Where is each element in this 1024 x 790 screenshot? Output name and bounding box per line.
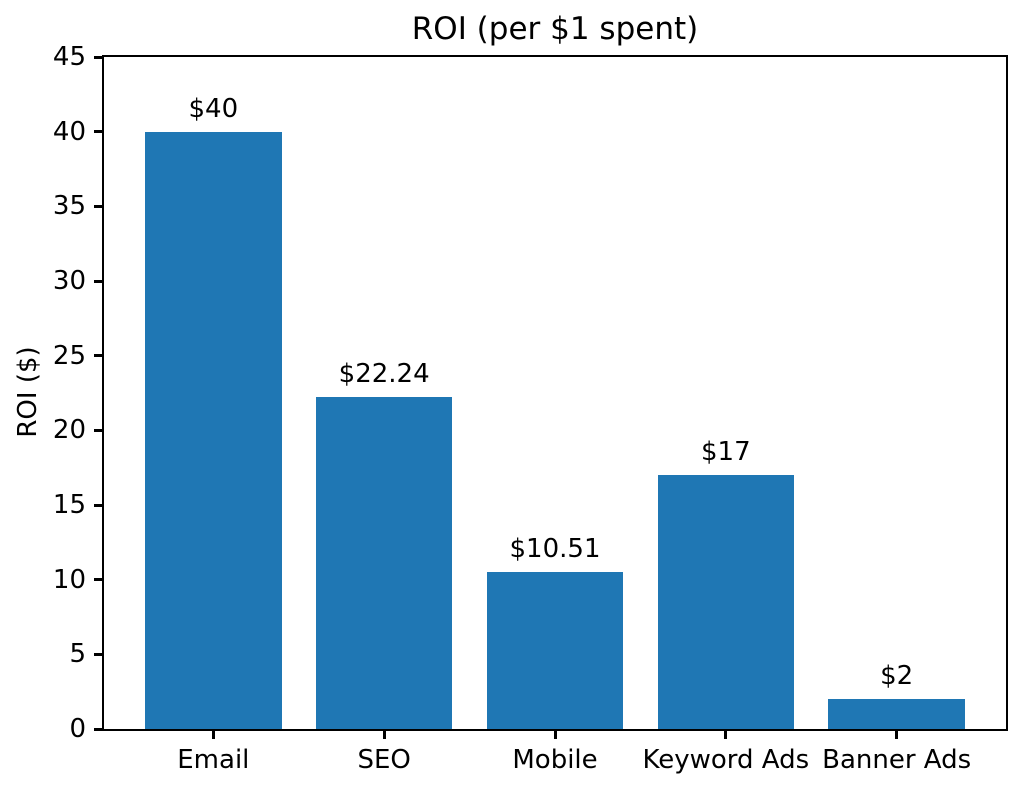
y-tick-label: 40	[52, 116, 86, 147]
x-tick-mark	[211, 731, 215, 739]
y-tick-mark	[94, 204, 102, 208]
bar-value-label: $10.51	[509, 534, 601, 565]
x-tick-label-email: Email	[177, 745, 250, 775]
y-tick-mark	[94, 130, 102, 134]
x-tick-label-seo: SEO	[357, 745, 411, 775]
y-tick-label: 25	[52, 340, 86, 371]
y-tick-mark	[94, 503, 102, 507]
x-tick-label-mobile: Mobile	[512, 745, 598, 775]
chart-title: ROI (per $1 spent)	[411, 11, 699, 47]
bar-value-label: $17	[701, 437, 751, 468]
y-tick-label: 45	[52, 42, 86, 72]
y-tick-label: 10	[52, 564, 86, 595]
plot-area: 0 5 10 15 20 25 30 35 40 45 $40 Email $22.24 SEO $10.5…	[53, 42, 1008, 775]
y-tick-mark	[94, 428, 102, 432]
y-tick-label: 0	[69, 714, 86, 744]
y-tick-mark	[94, 578, 102, 582]
x-tick-label-banner-ads: Banner Ads	[822, 745, 972, 775]
x-tick-label-keyword-ads: Keyword Ads	[642, 745, 810, 775]
y-tick-mark	[94, 55, 102, 59]
y-tick-mark	[94, 354, 102, 358]
x-tick-mark	[382, 731, 386, 739]
bar-email	[145, 131, 282, 729]
bar-keyword-ads	[657, 475, 795, 729]
bar-value-label: $2	[880, 661, 914, 692]
y-tick-label: 5	[69, 639, 86, 670]
bar-value-label: $40	[188, 93, 239, 124]
y-tick-mark	[94, 727, 102, 731]
y-tick-mark	[94, 279, 102, 283]
x-tick-mark	[724, 731, 728, 739]
x-tick-mark	[553, 731, 557, 739]
y-tick-label: 35	[52, 191, 86, 222]
y-tick-label: 15	[52, 490, 86, 520]
y-tick-label: 30	[52, 266, 86, 296]
y-tick-mark	[94, 652, 102, 656]
x-tick-mark	[895, 731, 899, 739]
bar-mobile	[486, 572, 624, 729]
bar-banner-ads	[828, 699, 965, 729]
bar-seo	[315, 396, 453, 729]
y-tick-label: 20	[52, 415, 86, 446]
bar-value-label: $22.24	[338, 358, 430, 389]
